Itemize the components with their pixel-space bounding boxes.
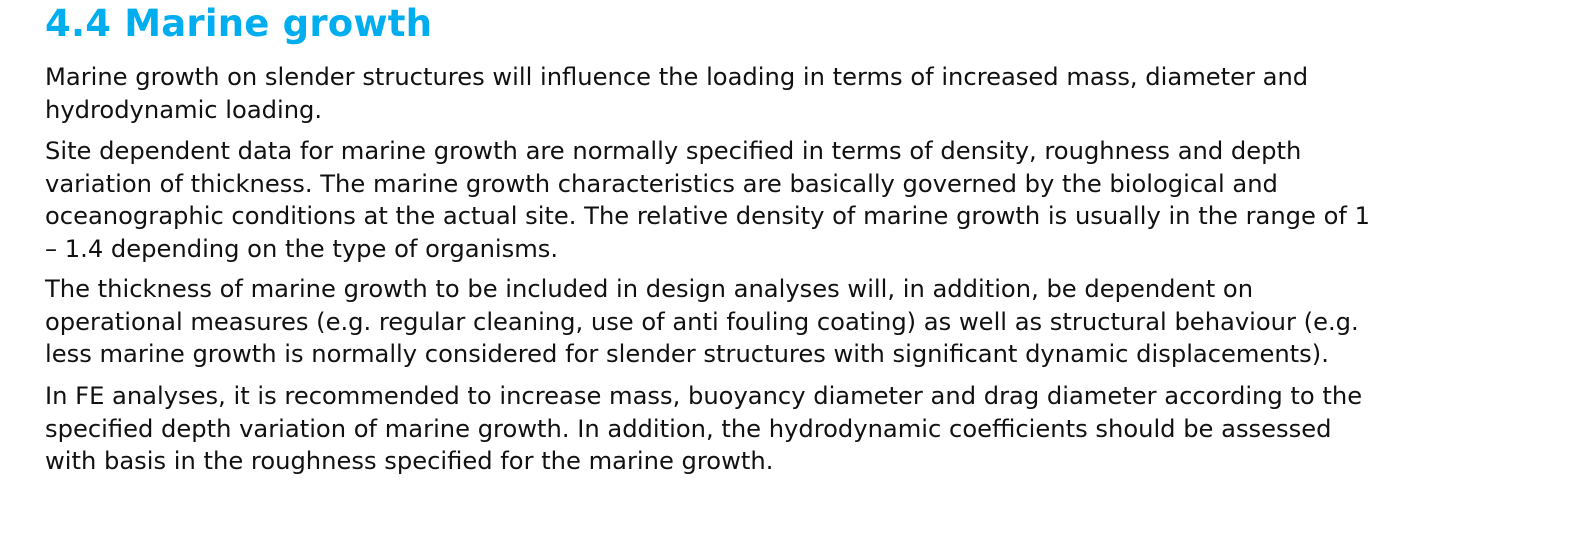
paragraph-line: operational measures (e.g. regular clean… [45, 307, 1359, 336]
paragraph-line: Marine growth on slender structures will… [45, 63, 1309, 91]
paragraph-fe-analyses: In FE analyses, it is recommended to inc… [45, 380, 1362, 478]
paragraph-site-dependent-data: Site dependent data for marine growth ar… [45, 135, 1370, 265]
paragraph-line: hydrodynamic loading. [45, 95, 323, 124]
paragraph-line: specified depth variation of marine grow… [45, 414, 1332, 443]
paragraph-line: variation of thickness. The marine growt… [45, 169, 1278, 198]
paragraph-line: Site dependent data for marine growth ar… [45, 137, 1302, 165]
paragraph-line: The thickness of marine growth to be inc… [45, 275, 1254, 303]
paragraph-line: oceanographic conditions at the actual s… [45, 202, 1370, 230]
paragraph-thickness-design: The thickness of marine growth to be inc… [45, 273, 1359, 371]
paragraph-line: less marine growth is normally considere… [45, 340, 1329, 368]
paragraph-line: with basis in the roughness specified fo… [45, 447, 774, 475]
section-heading: 4.4 Marine growth [45, 2, 433, 45]
paragraph-line: – 1.4 depending on the type of organisms… [45, 234, 559, 263]
paragraph-line: In FE analyses, it is recommended to inc… [45, 382, 1363, 410]
paragraph-marine-growth-influence: Marine growth on slender structures will… [45, 61, 1308, 126]
